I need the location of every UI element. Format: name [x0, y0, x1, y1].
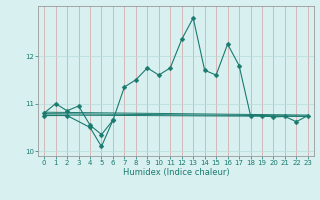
X-axis label: Humidex (Indice chaleur): Humidex (Indice chaleur) — [123, 168, 229, 177]
